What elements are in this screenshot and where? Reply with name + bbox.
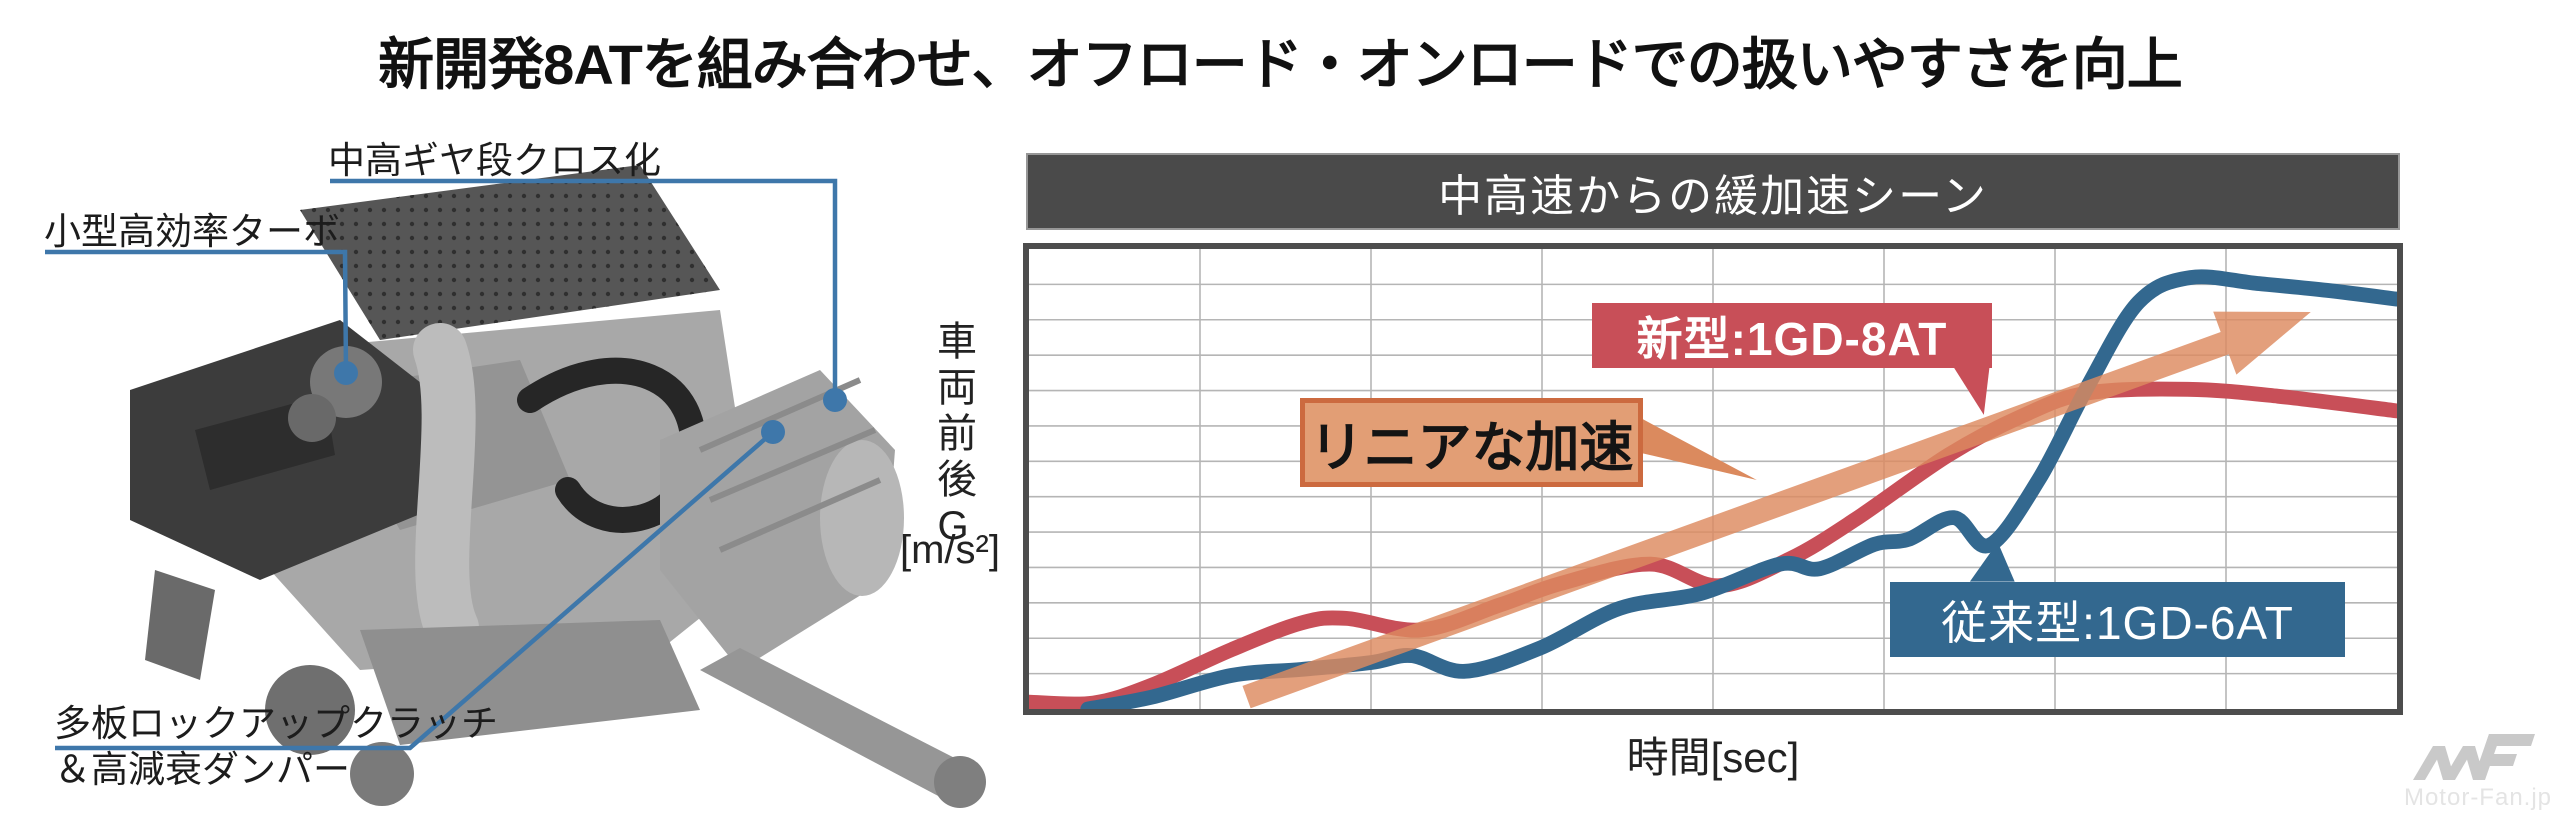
engine-intake-pipe: [413, 323, 479, 655]
old-model-callout-tail: [1969, 542, 2015, 582]
new-model-callout-tail: [1951, 364, 1990, 415]
engine-panel: 中高ギヤ段クロス化 小型高効率ターボ 多板ロックアップクラッチ ＆高減衰ダンパー: [0, 0, 1010, 814]
linear-acceleration-label-text: リニアな加速: [1309, 418, 1634, 478]
y-axis-unit: [m/s²]: [900, 528, 1000, 572]
acceleration-chart: 新型:1GD-8AT リニアな加速 従来型:1GD-6AT: [1023, 243, 2403, 715]
callout-tails: [1638, 364, 2015, 582]
new-model-label: 新型:1GD-8AT: [1592, 303, 1992, 368]
old-model-label: 従来型:1GD-6AT: [1890, 582, 2345, 657]
engine-exhaust-stub: [145, 570, 215, 680]
engine-shaft-end: [934, 756, 986, 808]
callout-lockup-clutch-line1: 多板ロックアップクラッチ: [54, 703, 498, 744]
linear-acceleration-arrow: [1242, 311, 2311, 709]
callout-lockup-clutch: 多板ロックアップクラッチ ＆高減衰ダンパー: [54, 701, 498, 793]
callout-lockup-clutch-line2: ＆高減衰ダンパー: [54, 749, 350, 790]
chart-canvas: [1029, 249, 2397, 709]
chart-header-text: 中高速からの緩加速シーン: [1438, 171, 1988, 221]
watermark: Motor-Fan.jp: [2400, 732, 2556, 812]
y-axis-label: 車両前後G: [931, 320, 975, 554]
new-model-label-text: 新型:1GD-8AT: [1636, 312, 1948, 365]
old-model-label-text: 従来型:1GD-6AT: [1941, 596, 2294, 649]
watermark-text: Motor-Fan.jp: [2403, 784, 2553, 811]
engine-intercooler-dots: [300, 165, 720, 340]
callout-gear-cross: 中高ギヤ段クロス化: [328, 140, 661, 181]
chart-header: 中高速からの緩加速シーン: [1026, 153, 2400, 230]
x-axis-label: 時間[sec]: [1626, 734, 1800, 781]
engine-turbo-small: [288, 394, 336, 442]
chart-generated-layer: [1029, 249, 2397, 709]
linear-acceleration-label: リニアな加速: [1300, 398, 1643, 487]
engine-transmission-cylinder: [820, 440, 904, 596]
callout-compact-turbo: 小型高効率ターボ: [44, 211, 340, 252]
motor-fan-logo-icon: [2413, 734, 2535, 780]
engine-pulley-small: [350, 742, 414, 806]
page-title: 新開発8ATを組み合わせ、オフロード・オンロードでの扱いやすさを向上: [378, 33, 2183, 96]
